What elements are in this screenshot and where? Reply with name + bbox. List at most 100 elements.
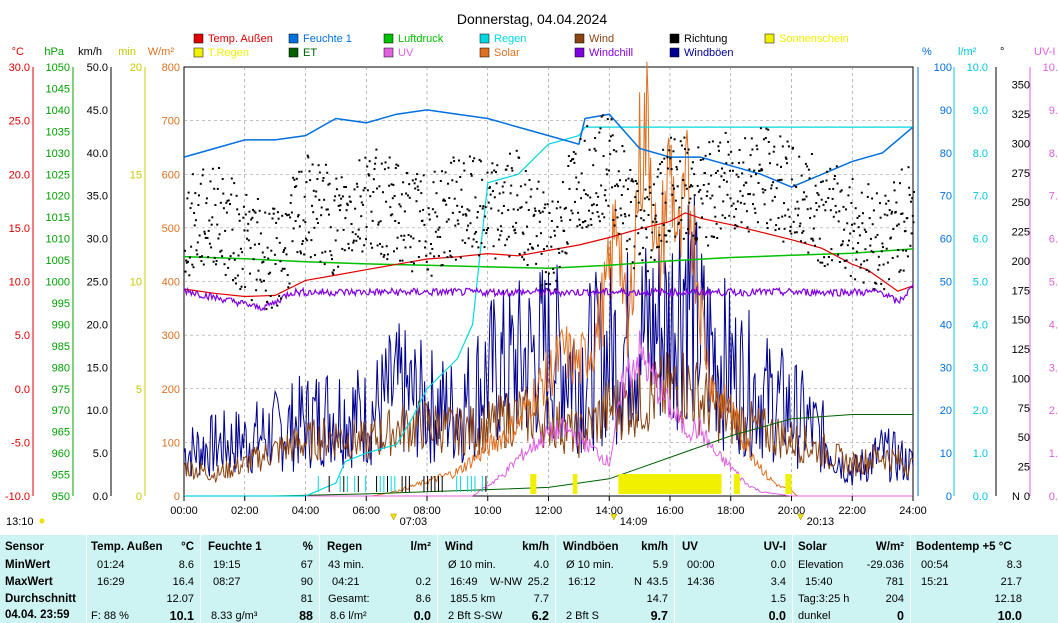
direction-point (757, 182, 760, 184)
direction-point (523, 251, 526, 254)
axis-tick-label: 1045 (46, 83, 70, 95)
direction-point (707, 182, 710, 185)
direction-point (586, 194, 589, 197)
direction-point (615, 150, 618, 153)
direction-point (329, 226, 332, 229)
axis-tick-label: -10.0 (5, 491, 30, 503)
col-header: Regen (327, 541, 363, 553)
direction-point (436, 215, 439, 218)
direction-point (629, 169, 632, 171)
direction-point (425, 260, 428, 263)
direction-point (204, 236, 207, 239)
direction-point (481, 207, 484, 210)
axis-tick-label: 3.0 (1049, 362, 1058, 374)
direction-point (671, 193, 674, 196)
weather-chart: Donnerstag, 04.04.2024 Temp. Außen Feucht… (5, 11, 1058, 528)
direction-point (631, 178, 634, 181)
direction-point (354, 233, 357, 236)
direction-point (662, 223, 665, 226)
max-value: 21.7 (1000, 576, 1022, 588)
direction-point (697, 146, 700, 149)
direction-point (486, 171, 489, 174)
axis-tick-label: 10.0 (967, 62, 988, 74)
direction-point (605, 199, 607, 202)
direction-point (817, 193, 820, 196)
direction-point (312, 211, 315, 214)
direction-point (751, 148, 754, 151)
direction-point (866, 259, 869, 262)
direction-point (481, 178, 484, 181)
direction-point (835, 211, 838, 214)
direction-point (457, 222, 460, 225)
direction-point (219, 201, 222, 204)
axis-tick-label: 90 (940, 105, 952, 117)
direction-point (269, 271, 272, 274)
direction-point (594, 137, 597, 139)
sun-marker-label: 14:09 (620, 516, 648, 528)
direction-point (836, 182, 839, 185)
x-tick-label: 04:00 (292, 505, 320, 517)
axis-tick-label: 20.0 (87, 319, 108, 331)
avg-value: 81 (300, 593, 313, 605)
direction-point (790, 178, 793, 181)
direction-point (337, 204, 340, 207)
axis-tick-label: 975 (52, 384, 70, 396)
axis-tick-label: 1005 (46, 255, 70, 267)
direction-point (889, 236, 892, 239)
direction-point (729, 197, 732, 200)
direction-point (622, 222, 624, 225)
direction-point (379, 220, 382, 223)
axis-tick-label: 200 (162, 384, 180, 396)
direction-point (840, 189, 843, 192)
row-label-now: 04.04. 23:59 (5, 609, 70, 621)
direction-point (868, 270, 870, 273)
direction-point (215, 263, 217, 266)
direction-point (845, 259, 848, 262)
direction-point (608, 139, 611, 142)
direction-point (439, 236, 442, 238)
direction-point (386, 253, 389, 256)
direction-point (247, 222, 250, 225)
direction-point (449, 254, 452, 257)
direction-point (432, 181, 435, 184)
direction-point (801, 231, 804, 234)
stats-col-rain: Regen l/m² 43 min. 04:21 0.2 Gesamt: 8.6… (320, 535, 437, 623)
legend-label: Solar (494, 47, 520, 59)
axis-unit-label: W/m² (148, 46, 175, 58)
direction-point (657, 245, 660, 248)
direction-point (726, 193, 729, 196)
direction-point (846, 244, 849, 247)
direction-point (313, 226, 316, 229)
direction-point (873, 288, 876, 291)
direction-point (564, 251, 567, 254)
axis-tick-label: 15.0 (87, 362, 108, 374)
direction-point (674, 199, 677, 202)
direction-point (309, 256, 312, 259)
direction-point (428, 218, 431, 221)
direction-point (609, 135, 612, 138)
direction-point (261, 261, 264, 264)
direction-point (516, 194, 519, 197)
direction-point (406, 172, 409, 174)
stats-col-temp: Temp. Außen °C 01:24 8.6 16:29 16.4 12.0… (87, 535, 200, 623)
axis-tick-label: 20.0 (9, 169, 30, 181)
direction-point (735, 173, 738, 176)
direction-point (232, 279, 234, 281)
direction-point (502, 191, 505, 194)
direction-point (187, 260, 189, 263)
direction-point (199, 256, 202, 258)
direction-point (633, 245, 636, 248)
direction-point (688, 185, 691, 188)
direction-point (470, 174, 473, 177)
left-axes: °C 30.0 25.0 20.0 15.0 10.0 5.0 0.0 -5.0 -10.0 hPa… (5, 46, 180, 503)
direction-point (798, 225, 801, 228)
direction-point (625, 179, 627, 182)
direction-point (440, 264, 443, 267)
direction-point (864, 248, 867, 251)
direction-point (655, 220, 658, 223)
direction-point (477, 246, 480, 249)
direction-point (442, 199, 445, 202)
direction-point (328, 182, 331, 185)
avg-value: 204 (885, 593, 904, 605)
direction-point (620, 214, 623, 217)
